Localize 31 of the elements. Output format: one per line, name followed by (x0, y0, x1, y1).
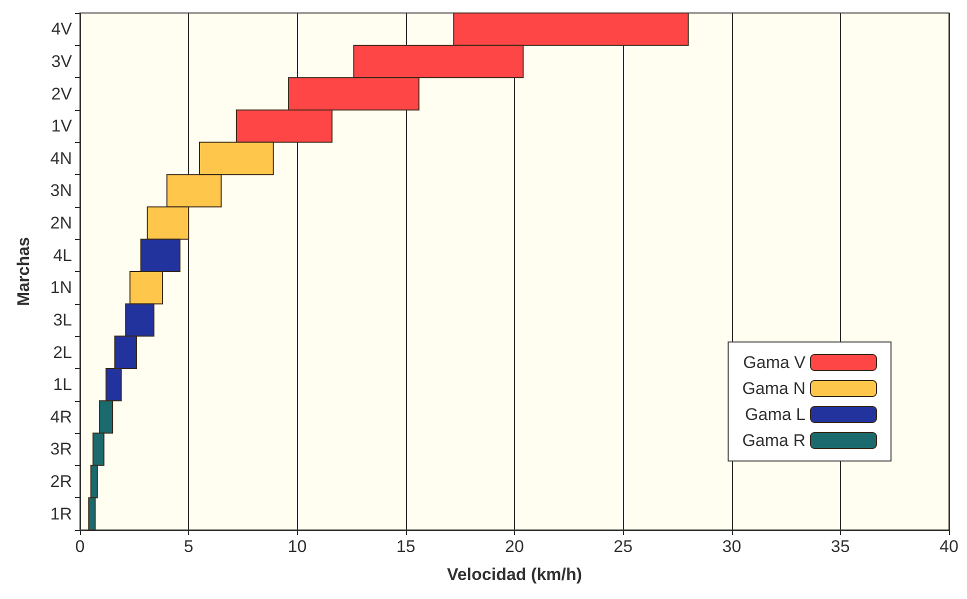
x-tick-label: 25 (614, 537, 633, 556)
x-tick-label: 5 (184, 537, 194, 556)
y-tick-label: 3V (51, 52, 73, 71)
y-tick-label: 4V (51, 20, 73, 39)
y-tick-label: 3R (50, 440, 72, 459)
x-tick-label: 15 (396, 537, 416, 556)
x-tick-label: 20 (505, 537, 524, 556)
legend-label: Gama N (742, 379, 806, 398)
y-tick-label: 2R (50, 472, 72, 492)
y-tick-label: 1V (51, 116, 73, 136)
y-tick-label: 1L (53, 375, 72, 394)
y-tick-label: 1R (50, 504, 72, 524)
x-tick-label: 10 (288, 537, 307, 556)
y-axis-title: Marchas (14, 237, 33, 306)
legend-label: Gama V (743, 353, 806, 372)
x-tick-label: 0 (75, 537, 85, 556)
y-tick-label: 2L (53, 342, 72, 362)
x-tick-label: 35 (830, 537, 850, 556)
legend-label: Gama R (742, 431, 806, 450)
x-tick-label: 40 (940, 537, 958, 556)
y-tick-label: 2N (50, 214, 72, 233)
y-tick-label: 1N (50, 278, 72, 298)
y-tick-label: 3L (53, 310, 72, 330)
y-tick-label: 2V (51, 84, 73, 104)
y-tick-label: 4L (53, 246, 72, 265)
y-tick-label: 4R (50, 407, 72, 426)
legend-label: Gama L (745, 405, 806, 424)
x-tick-label: 30 (722, 537, 742, 556)
x-axis-title: Velocidad (km/h) (446, 565, 582, 584)
y-tick-label: 4N (50, 148, 72, 168)
y-tick-label: 3N (50, 181, 72, 200)
